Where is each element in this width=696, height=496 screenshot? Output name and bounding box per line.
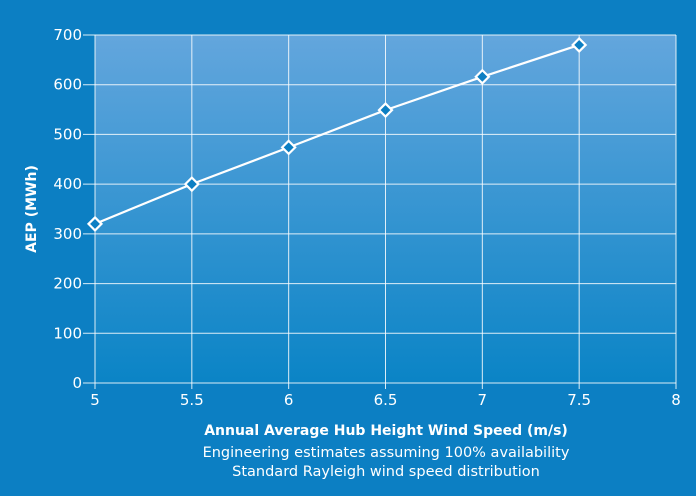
grid xyxy=(83,34,677,389)
y-tick-label: 300 xyxy=(53,225,82,243)
x-tick-label: 7 xyxy=(478,391,488,409)
data-point-marker xyxy=(183,176,200,193)
note-distribution: Standard Rayleigh wind speed distributio… xyxy=(232,464,540,480)
x-tick-label: 5 xyxy=(90,391,100,409)
x-tick-label: 6 xyxy=(284,391,294,409)
data-point-marker xyxy=(377,102,394,119)
y-axis-ticks: 0 100 200 300 400 500 600 700 xyxy=(53,26,82,392)
y-tick-label: 0 xyxy=(72,374,82,392)
y-tick-label: 100 xyxy=(53,324,82,342)
data-point-marker xyxy=(571,36,588,53)
y-tick-label: 400 xyxy=(53,175,82,193)
x-tick-label: 7.5 xyxy=(567,391,591,409)
series-layer xyxy=(86,36,588,232)
x-tick-label: 6.5 xyxy=(374,391,398,409)
y-tick-label: 600 xyxy=(53,76,82,94)
data-point-marker xyxy=(280,139,297,156)
x-tick-label: 8 xyxy=(671,391,681,409)
x-tick-label: 5.5 xyxy=(180,391,204,409)
y-axis-title: AEP (MWh) xyxy=(24,165,40,253)
data-point-marker xyxy=(86,215,104,232)
series-line xyxy=(94,43,580,225)
note-availability: Engineering estimates assuming 100% avai… xyxy=(203,445,570,461)
y-tick-label: 700 xyxy=(53,26,82,44)
x-axis-title: Annual Average Hub Height Wind Speed (m/… xyxy=(204,423,568,439)
data-point-marker xyxy=(474,68,491,85)
y-tick-label: 200 xyxy=(53,275,82,293)
y-tick-label: 500 xyxy=(53,125,82,143)
x-axis-ticks: 5 5.5 6 6.5 7 7.5 8 xyxy=(90,391,681,409)
